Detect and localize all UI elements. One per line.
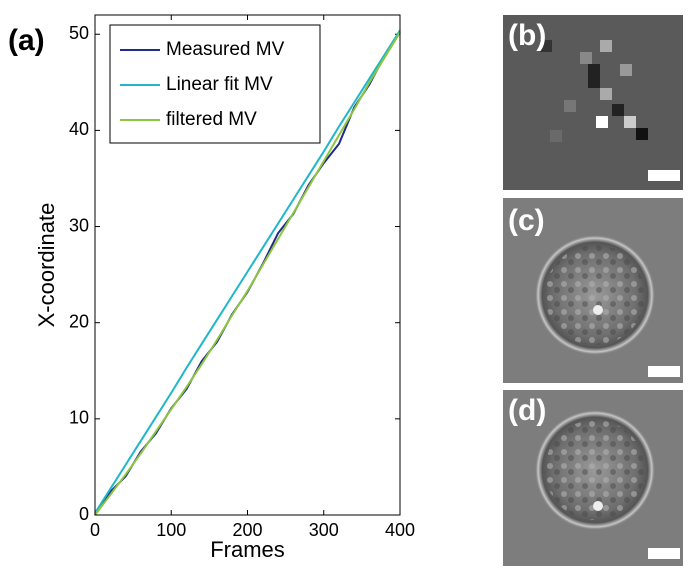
- y-tick-label: 50: [69, 23, 89, 43]
- image-panel: (c): [503, 198, 683, 383]
- legend-label: Measured MV: [166, 39, 285, 60]
- legend-label: Linear fit MV: [166, 74, 273, 95]
- panel-label: (c): [508, 204, 545, 237]
- x-tick-label: 100: [156, 520, 186, 540]
- image-panel: (b): [503, 15, 683, 190]
- x-tick-label: 300: [309, 520, 339, 540]
- y-tick-label: 30: [69, 215, 89, 235]
- line: [94, 31, 401, 516]
- panel-label: (d): [508, 394, 546, 427]
- panel-label: (b): [508, 19, 546, 52]
- y-tick-label: 40: [69, 119, 89, 139]
- line: [94, 29, 401, 514]
- legend-box: [109, 24, 321, 144]
- panel-label: (a): [8, 24, 45, 57]
- y-axis-label: X-coordinate: [34, 203, 59, 328]
- axes-frame: [94, 14, 401, 516]
- y-tick-label: 20: [69, 311, 89, 331]
- x-tick-label: 400: [385, 520, 415, 540]
- x-axis-label: Frames: [210, 537, 285, 562]
- y-tick-label: 0: [79, 504, 89, 524]
- image-panel: (d): [503, 390, 683, 566]
- y-tick-label: 10: [69, 408, 89, 428]
- x-tick-label: 200: [232, 520, 262, 540]
- x-tick-label: 0: [90, 520, 100, 540]
- legend-label: filtered MV: [166, 109, 257, 130]
